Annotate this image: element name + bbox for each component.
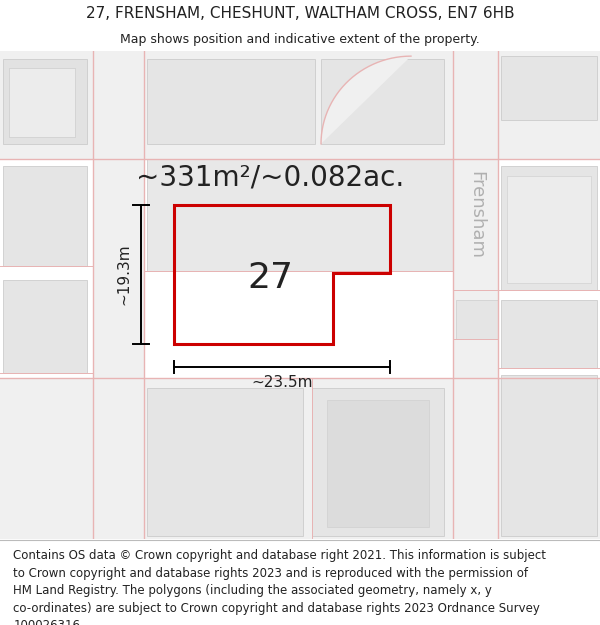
Bar [147, 388, 303, 536]
Text: ~331m²/~0.082ac.: ~331m²/~0.082ac. [136, 163, 404, 191]
Bar [147, 59, 315, 144]
Text: Map shows position and indicative extent of the property.: Map shows position and indicative extent… [120, 34, 480, 46]
Bar [312, 388, 444, 536]
Bar [501, 376, 597, 536]
Bar [501, 166, 597, 290]
Bar [321, 59, 444, 144]
Bar [0, 378, 600, 539]
Bar [3, 59, 87, 144]
Bar [327, 400, 429, 526]
Text: 27: 27 [247, 261, 293, 295]
Bar [501, 56, 597, 119]
Bar [501, 300, 597, 368]
Text: Contains OS data © Crown copyright and database right 2021. This information is : Contains OS data © Crown copyright and d… [13, 549, 546, 625]
Polygon shape [321, 56, 453, 144]
Bar [9, 68, 75, 136]
Bar [3, 281, 87, 373]
Text: Frensham: Frensham [467, 171, 485, 259]
Text: ~23.5m: ~23.5m [251, 375, 313, 390]
Bar [507, 176, 591, 282]
Text: 27, FRENSHAM, CHESHUNT, WALTHAM CROSS, EN7 6HB: 27, FRENSHAM, CHESHUNT, WALTHAM CROSS, E… [86, 6, 514, 21]
Bar [93, 51, 144, 539]
Text: ~19.3m: ~19.3m [117, 244, 132, 305]
Bar [147, 159, 453, 271]
Bar [453, 51, 498, 539]
Bar [456, 300, 498, 339]
Bar [0, 51, 600, 159]
Bar [3, 166, 87, 266]
